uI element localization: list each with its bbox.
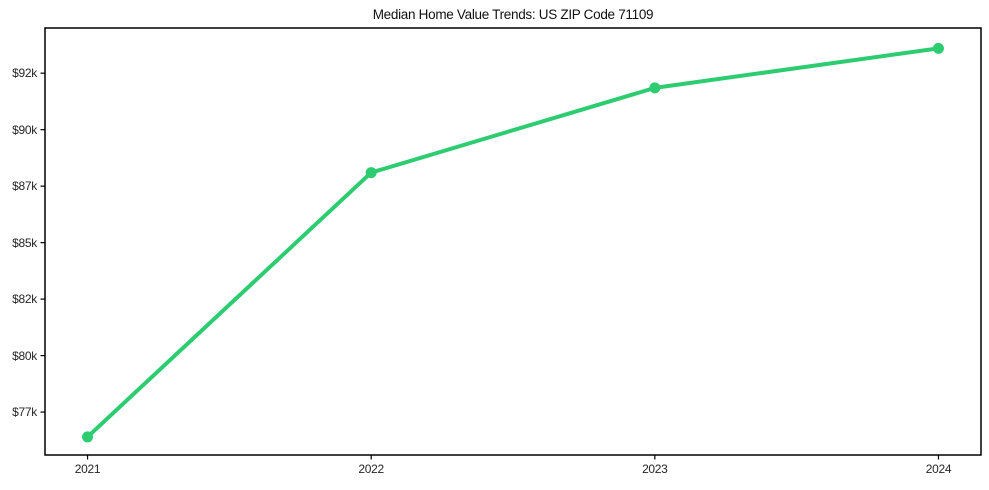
x-tick-label: 2023	[642, 462, 668, 476]
plot-border	[44, 27, 982, 456]
data-point-marker	[649, 82, 661, 94]
trend-line	[85, 46, 941, 439]
y-tick-label: $77k	[12, 405, 37, 420]
data-point-marker	[365, 167, 377, 179]
y-tick-label: $85k	[12, 235, 37, 250]
y-tick-label: $80k	[12, 348, 37, 363]
y-tick-label: $92k	[12, 66, 37, 81]
data-point-marker	[932, 42, 944, 54]
y-tick-label: $82k	[12, 292, 37, 307]
y-tick-label: $90k	[12, 122, 37, 137]
y-tick-label: $87k	[12, 179, 37, 194]
x-tick-label: 2022	[358, 462, 384, 476]
x-tick-label: 2024	[925, 462, 952, 476]
chart-title: Median Home Value Trends: US ZIP Code 71…	[372, 7, 654, 22]
data-point-marker	[82, 431, 94, 443]
x-tick-label: 2021	[74, 462, 101, 476]
